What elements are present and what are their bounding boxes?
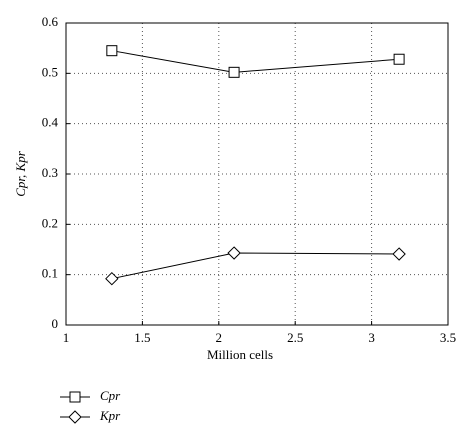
x-tick-label: 2.5 <box>287 330 303 345</box>
legend-marker <box>68 410 82 424</box>
y-tick-label: 0.4 <box>42 115 59 130</box>
series-line <box>111 50 400 73</box>
y-tick-label: 0.3 <box>42 165 58 180</box>
y-tick-label: 0.2 <box>42 215 58 230</box>
y-tick-label: 0.1 <box>42 266 58 281</box>
legend-marker <box>69 391 81 403</box>
x-axis-label: Million cells <box>207 347 273 362</box>
plot-frame <box>65 22 449 326</box>
legend-label: Cpr <box>100 388 121 403</box>
marker <box>106 45 118 57</box>
marker <box>228 66 240 78</box>
marker <box>105 271 119 286</box>
y-tick-label: 0.6 <box>42 14 59 29</box>
x-tick-label: 3 <box>368 330 375 345</box>
x-tick-label: 2 <box>216 330 223 345</box>
x-tick-label: 1.5 <box>134 330 150 345</box>
marker <box>393 53 405 65</box>
x-tick-label: 3.5 <box>440 330 456 345</box>
y-axis-label: Cpr, Kpr <box>13 150 28 196</box>
marker <box>227 246 241 260</box>
y-tick-label: 0 <box>52 316 59 331</box>
y-tick-label: 0.5 <box>42 64 58 79</box>
legend-label: Kpr <box>99 408 121 423</box>
x-tick-label: 1 <box>63 330 70 345</box>
marker <box>392 247 406 261</box>
